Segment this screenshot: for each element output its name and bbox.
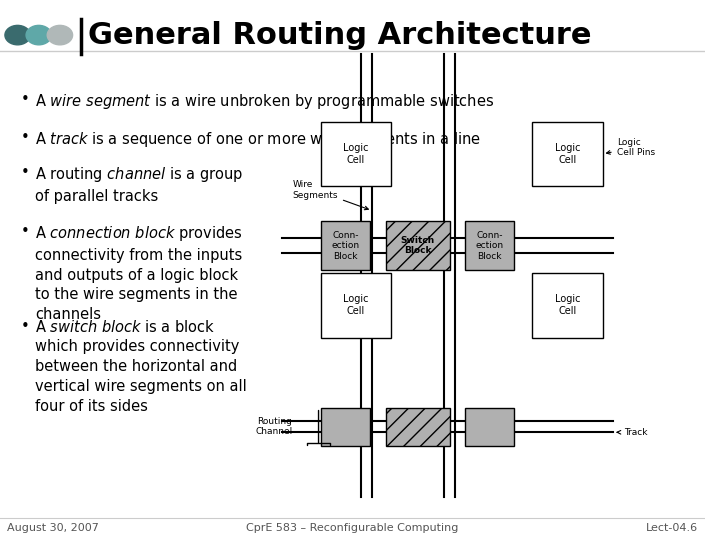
Bar: [320, 408, 370, 445]
Circle shape: [5, 25, 30, 45]
Text: A $\it{wire\ segment}$ is a wire unbroken by programmable switches: A $\it{wire\ segment}$ is a wire unbroke…: [35, 92, 495, 111]
Bar: [320, 273, 391, 338]
Text: CprE 583 – Reconfigurable Computing: CprE 583 – Reconfigurable Computing: [246, 523, 459, 533]
Text: •: •: [21, 224, 30, 239]
Circle shape: [26, 25, 51, 45]
Text: Lect-04.6: Lect-04.6: [646, 523, 698, 533]
Text: Conn-
ection
Block: Conn- ection Block: [476, 231, 504, 261]
Text: Logic
Cell: Logic Cell: [554, 294, 580, 316]
Text: General Routing Architecture: General Routing Architecture: [88, 21, 592, 50]
Bar: [320, 221, 370, 270]
Circle shape: [48, 25, 73, 45]
Text: Switch
Block: Switch Block: [401, 236, 435, 255]
Bar: [386, 408, 449, 445]
Text: A routing $\it{channel}$ is a group
of parallel tracks: A routing $\it{channel}$ is a group of p…: [35, 165, 243, 204]
Bar: [465, 221, 515, 270]
Text: •: •: [21, 92, 30, 107]
Text: •: •: [21, 130, 30, 145]
Text: •: •: [21, 319, 30, 334]
Text: •: •: [21, 165, 30, 180]
Text: Wire
Segments: Wire Segments: [292, 180, 369, 210]
Bar: [386, 221, 449, 270]
Text: A $\it{track}$ is a sequence of one or more wire segments in a line: A $\it{track}$ is a sequence of one or m…: [35, 130, 481, 148]
Text: Logic
Cell: Logic Cell: [343, 143, 369, 165]
Text: Logic
Cell: Logic Cell: [343, 294, 369, 316]
Text: Routing
Channel: Routing Channel: [255, 417, 292, 436]
Text: Track: Track: [617, 428, 647, 437]
Text: Conn-
ection
Block: Conn- ection Block: [331, 231, 359, 261]
Text: August 30, 2007: August 30, 2007: [7, 523, 99, 533]
Text: Logic
Cell Pins: Logic Cell Pins: [606, 138, 654, 157]
Bar: [532, 122, 603, 186]
Text: A $\it{switch\ block}$ is a block
which provides connectivity
between the horizo: A $\it{switch\ block}$ is a block which …: [35, 319, 247, 414]
Bar: [320, 122, 391, 186]
Bar: [532, 273, 603, 338]
Text: A $\it{connection\ block}$ provides
connectivity from the inputs
and outputs of : A $\it{connection\ block}$ provides conn…: [35, 224, 243, 322]
Text: Logic
Cell: Logic Cell: [554, 143, 580, 165]
Bar: [465, 408, 515, 445]
